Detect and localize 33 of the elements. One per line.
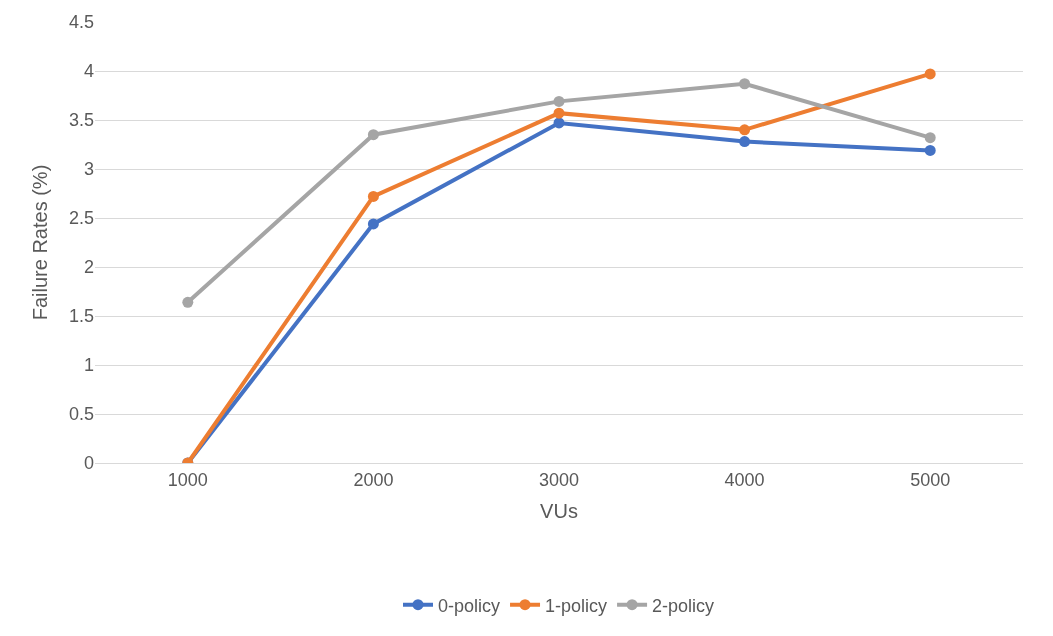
point	[739, 136, 751, 148]
y-tick-label: 0	[83, 453, 94, 474]
y-tick-label: 0.5	[68, 404, 94, 425]
point	[553, 107, 565, 119]
point	[553, 117, 565, 129]
x-tick-label: 3000	[538, 469, 580, 490]
y-tick-label: 4	[83, 61, 94, 82]
y-tick-label: 3	[83, 159, 94, 180]
y-tick-label: 1	[83, 355, 94, 376]
x-tick-label: 2000	[353, 469, 394, 490]
point	[739, 78, 751, 90]
x-tick-label: 4000	[724, 469, 765, 490]
y-tick-label: 2	[83, 257, 94, 278]
legend-label: 0-policy	[438, 595, 501, 616]
point	[553, 95, 565, 107]
point	[924, 144, 936, 156]
point	[367, 190, 379, 202]
point	[924, 68, 936, 80]
legend-label: 1-policy	[545, 595, 608, 616]
y-tick-label: 4.5	[68, 12, 94, 33]
x-tick-label: 1000	[167, 469, 208, 490]
legend-label: 2-policy	[652, 595, 715, 616]
x-axis-title: VUs	[540, 500, 578, 523]
point	[739, 124, 751, 136]
point	[367, 129, 379, 141]
point	[182, 296, 194, 308]
x-tick-label: 5000	[910, 469, 951, 490]
point	[924, 132, 936, 144]
y-axis-title: Failure Rates (%)	[29, 164, 52, 321]
y-tick-label: 1.5	[68, 306, 94, 327]
y-tick-label: 2.5	[68, 208, 94, 229]
y-tick-label: 3.5	[68, 110, 94, 131]
point	[367, 218, 379, 230]
